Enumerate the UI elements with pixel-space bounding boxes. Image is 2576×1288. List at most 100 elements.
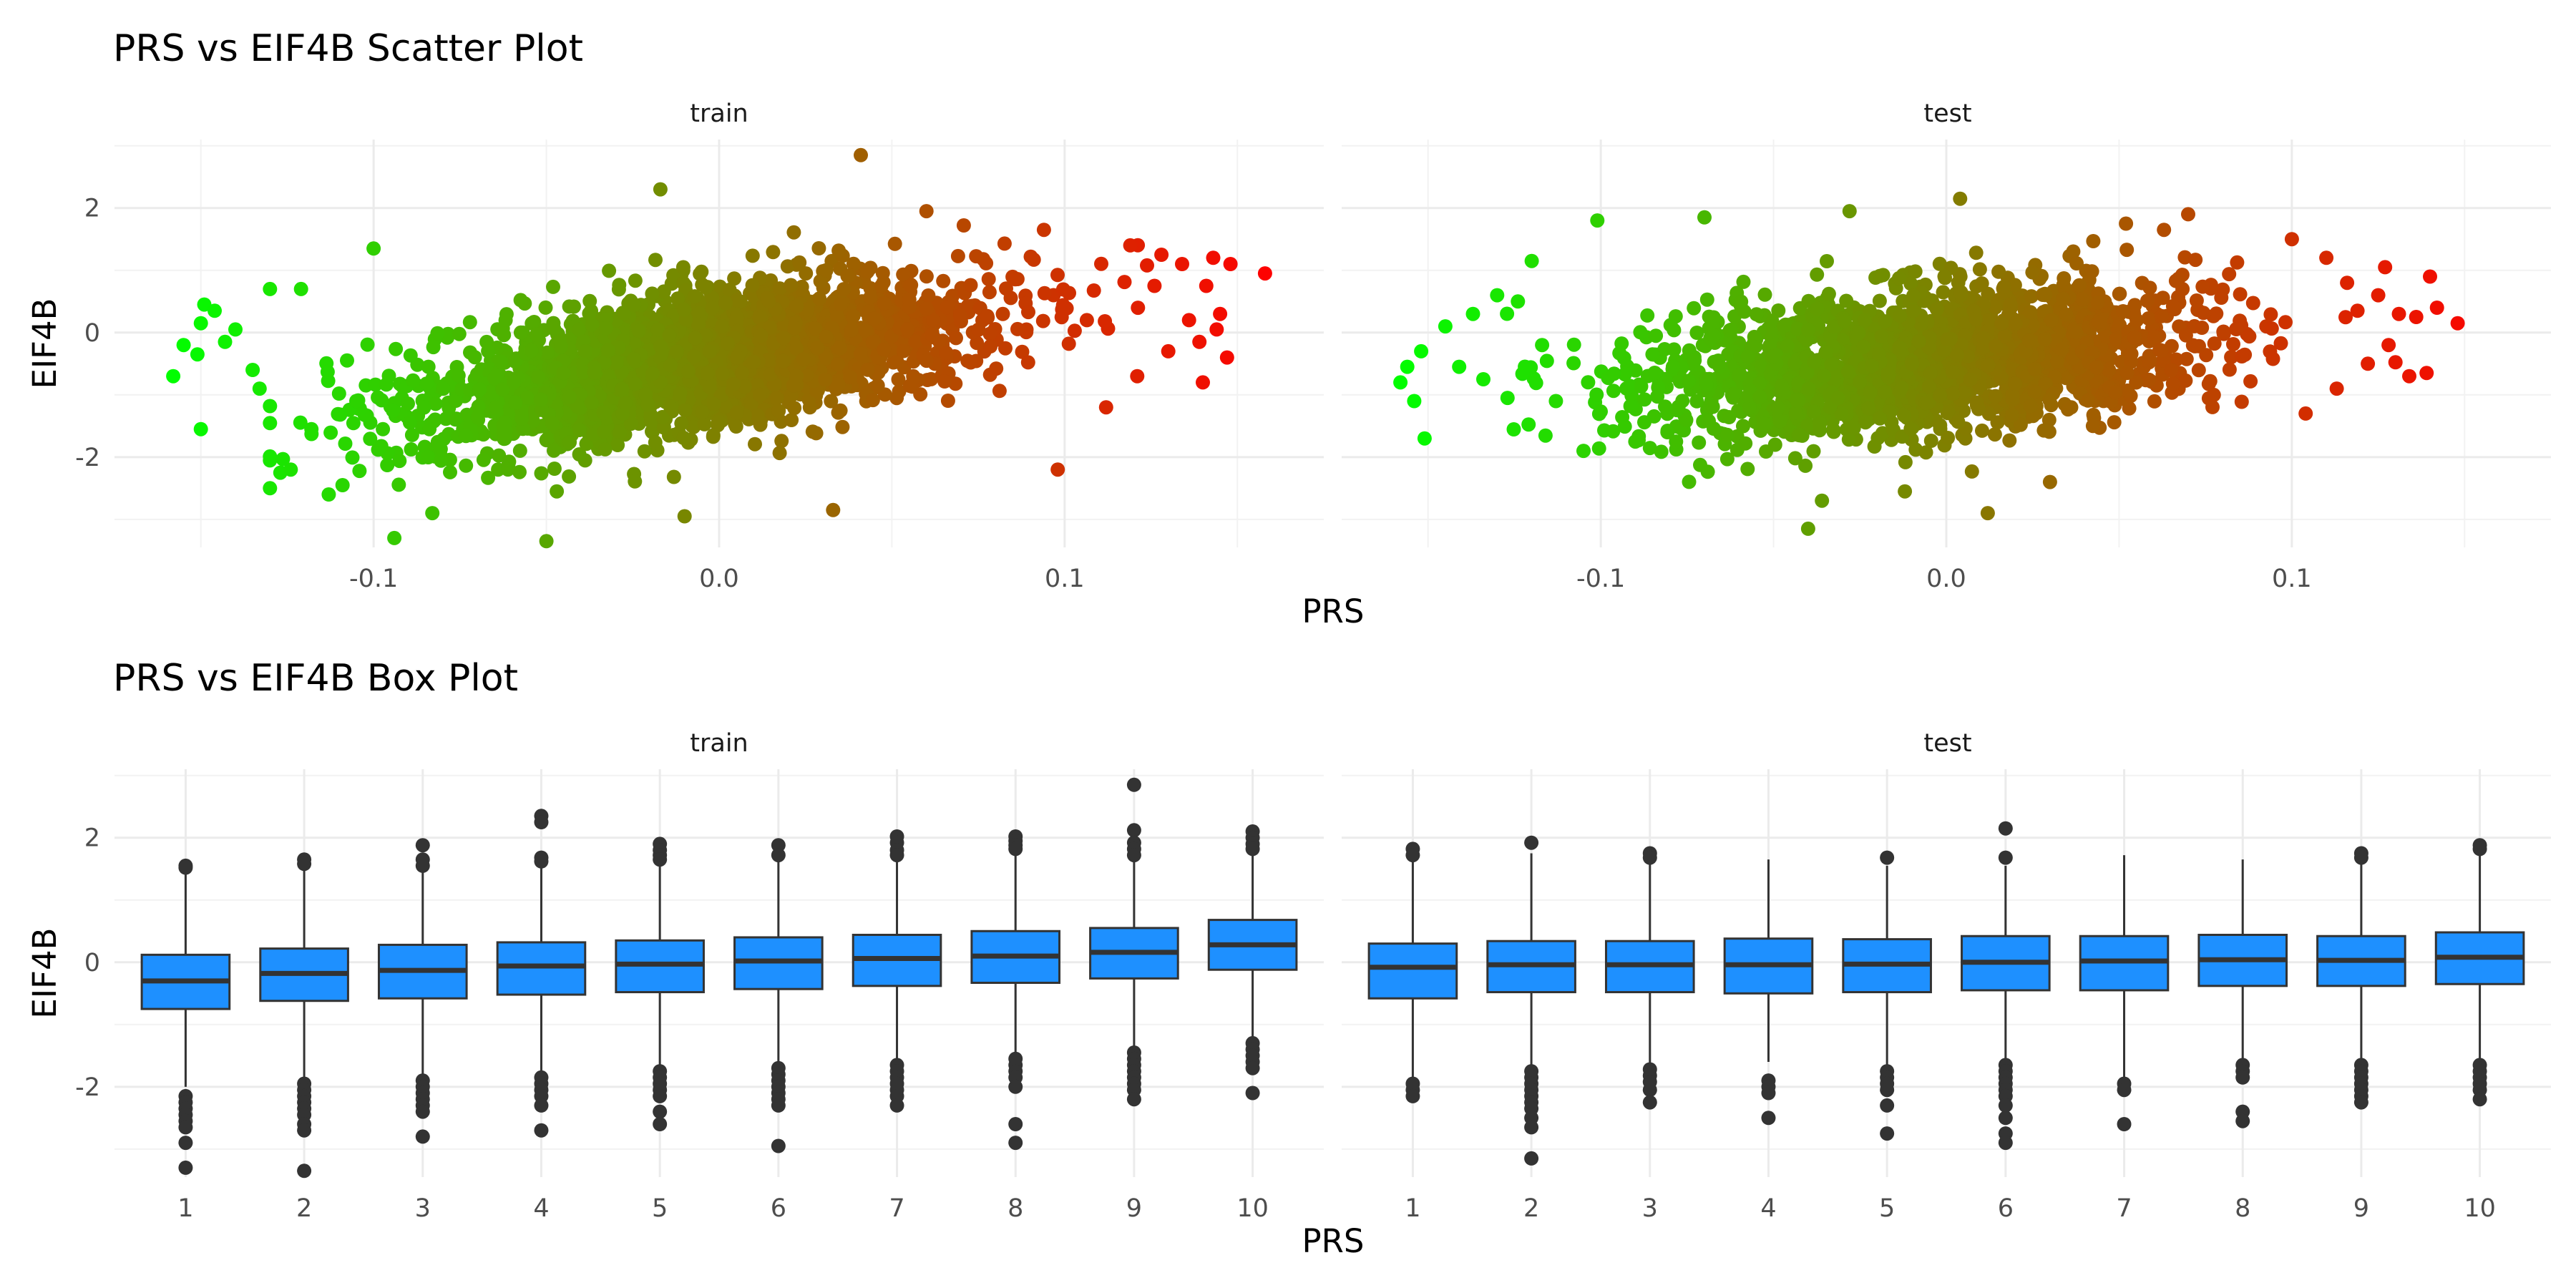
scatter-point (971, 322, 986, 337)
scatter-point (980, 308, 995, 323)
scatter-point (335, 478, 350, 492)
scatter-point (1037, 286, 1052, 301)
scatter-point (687, 289, 702, 304)
scatter-point (729, 406, 744, 420)
outlier-point (415, 1104, 430, 1119)
x-tick-label: 8 (2235, 1194, 2250, 1223)
x-tick-label: 7 (889, 1194, 904, 1223)
scatter-point (1223, 257, 1238, 271)
scatter-point (784, 413, 799, 427)
scatter-point (702, 344, 717, 359)
scatter-point (1972, 262, 1987, 277)
scatter-point (582, 293, 597, 308)
scatter-point (495, 382, 510, 397)
scatter-point (1697, 210, 1712, 225)
scatter-point (166, 369, 181, 384)
scatter-point (193, 316, 208, 331)
scatter-point (2273, 336, 2288, 351)
scatter-point (1734, 294, 1749, 309)
outlier-point (1126, 1092, 1141, 1107)
scatter-point (349, 394, 364, 409)
scatter-point (1452, 359, 1467, 374)
scatter-point (1790, 321, 1805, 336)
outlier-point (1126, 848, 1141, 863)
scatter-point (867, 311, 882, 326)
scatter-point (2054, 342, 2069, 356)
box-7 (852, 829, 942, 1113)
scatter-point (2196, 306, 2211, 321)
scatter-point (1061, 336, 1076, 351)
scatter-point (2230, 255, 2245, 270)
scatter-point (2147, 330, 2162, 344)
outlier-point (1524, 1120, 1539, 1135)
scatter-point (1649, 328, 1664, 343)
scatter-point (989, 361, 1004, 376)
scatter-point (691, 317, 706, 331)
scatter-point (419, 376, 434, 391)
scatter-point (368, 377, 383, 392)
scatter-point (340, 353, 354, 368)
scatter-point (2361, 356, 2376, 371)
scatter-point (1818, 345, 1833, 360)
scatter-point (2044, 313, 2059, 328)
box-8 (970, 829, 1061, 1151)
scatter-point (1634, 379, 1649, 394)
scatter-point (1780, 338, 1795, 353)
y-tick-label: -2 (75, 1073, 100, 1102)
scatter-point (675, 260, 691, 275)
scatter-point (2129, 375, 2144, 390)
scatter-point (2154, 308, 2169, 323)
scatter-point (1154, 248, 1169, 262)
scatter-point (611, 282, 626, 297)
scatter-point (2038, 288, 2053, 303)
scatter-point (2064, 400, 2079, 415)
scatter-point (789, 299, 804, 313)
scatter-point (729, 293, 744, 308)
scatter-point (1950, 348, 1964, 363)
scatter-point (1893, 308, 1908, 323)
scatter-point (1140, 258, 1154, 273)
scatter-point (863, 290, 878, 305)
scatter-point (2069, 256, 2084, 270)
scatter-point (1800, 365, 1815, 380)
scatter-point (459, 458, 474, 473)
scatter-point (609, 354, 624, 369)
outlier-point (1008, 1136, 1023, 1151)
x-tick-label: 9 (1126, 1194, 1142, 1223)
scatter-point (615, 381, 630, 396)
scatter-point (1675, 394, 1690, 409)
scatter-point (2319, 250, 2334, 265)
outlier-point (297, 1163, 312, 1179)
scatter-point (476, 452, 491, 467)
outlier-point (178, 1160, 193, 1175)
scatter-point (1946, 365, 1961, 380)
scatter-point (1933, 418, 1948, 433)
scatter-point (831, 405, 846, 420)
scatter-point (1010, 321, 1025, 336)
scatter-point (345, 450, 360, 465)
scatter-point (1213, 306, 1228, 321)
scatter-point (1500, 306, 1515, 321)
outlier-point (1245, 1060, 1260, 1075)
scatter-point (1929, 301, 1944, 316)
scatter-point (1908, 264, 1923, 279)
scatter-point (1050, 268, 1065, 283)
scatter-point (1219, 350, 1234, 365)
scatter-point (745, 248, 760, 263)
scatter-point (653, 182, 668, 197)
scatter-point (1968, 311, 1984, 326)
scatter-point (1896, 408, 1911, 423)
scatter-point (648, 253, 663, 268)
scatter-point (1566, 356, 1581, 371)
scatter-point (982, 326, 997, 341)
scatter-point (953, 308, 968, 323)
scatter-point (846, 256, 861, 271)
scatter-point (597, 424, 612, 439)
outlier-point (415, 1129, 430, 1144)
scatter-point (1969, 395, 1984, 410)
scatter-point (1647, 366, 1662, 380)
scatter-point (963, 355, 978, 370)
scatter-point (1707, 328, 1722, 343)
scatter-point (2108, 385, 2123, 400)
scatter-point (2021, 333, 2036, 348)
